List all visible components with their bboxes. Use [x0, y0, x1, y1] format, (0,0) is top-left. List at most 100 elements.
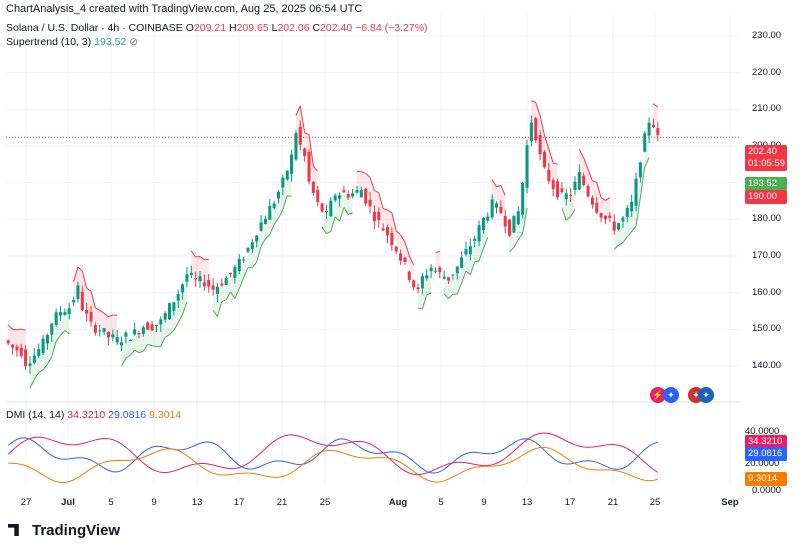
supertrend-up-line [138, 350, 144, 354]
candle-body [54, 312, 58, 325]
candle-body [407, 271, 411, 281]
supertrend-down-fill [653, 103, 658, 124]
time-tick: 13 [191, 497, 203, 508]
supertrend-down-fill [204, 259, 209, 282]
supertrend-down-line [539, 115, 545, 136]
candle-body [224, 277, 228, 285]
supertrend-up-line [465, 270, 471, 276]
candle-body [538, 134, 542, 155]
supertrend-down-fill [374, 190, 379, 216]
candle-body [133, 329, 137, 335]
supertrend-label: Supertrend (10, 3) [6, 36, 92, 48]
candle-body [246, 247, 250, 252]
eye-icon[interactable]: ⊘ [129, 36, 138, 48]
supertrend-up-line [426, 292, 432, 296]
candle-body [268, 205, 272, 220]
supertrend-down-fill [200, 256, 205, 282]
candle-body [612, 221, 616, 231]
price-tick: 170.00 [752, 250, 782, 261]
supertrend-down-fill [21, 329, 26, 352]
time-tick: 17 [233, 497, 245, 508]
price-tick: 180.00 [752, 213, 782, 225]
supertrend-up-fill [474, 237, 480, 263]
candle-body [285, 170, 289, 180]
supertrend-up-line [260, 238, 266, 247]
candle-body [521, 182, 525, 215]
supertrend-down-fill [588, 169, 593, 194]
supertrend-down-fill [300, 105, 305, 146]
candle-body [608, 215, 612, 219]
last-price: 202.40 [748, 146, 778, 157]
price-tick: 220.00 [752, 66, 782, 78]
supertrend-up-fill [125, 336, 131, 359]
supertrend-up-line [282, 195, 288, 211]
supertrend-down-line [435, 250, 440, 254]
candle-body [590, 197, 594, 205]
event-flag-icon-3[interactable]: ✦ [698, 387, 714, 403]
supertrend-up-fill [348, 193, 353, 215]
candle-body [656, 128, 660, 135]
candle-body [50, 323, 54, 335]
candle-body [468, 246, 472, 255]
candle-body [464, 249, 468, 255]
supertrend-down-fill [95, 307, 100, 328]
supertrend-up-fill [152, 325, 157, 347]
candle-body [477, 225, 481, 242]
supertrend-up-line [129, 349, 135, 356]
candle-body [577, 172, 581, 190]
price-tick: 210.00 [752, 103, 782, 115]
supertrend-down-fill [313, 166, 318, 194]
supertrend-up-line [169, 329, 175, 335]
supertrend-down-line [596, 182, 602, 198]
candle-body [412, 280, 416, 288]
candle-body [547, 169, 551, 182]
supertrend-down-line [190, 250, 197, 258]
supertrend-down-fill [99, 310, 105, 330]
supertrend-down-line [600, 197, 606, 201]
candle-body [220, 283, 224, 286]
supertrend-up-fill [160, 322, 166, 347]
candle-body [634, 178, 638, 206]
candle-body [6, 340, 10, 344]
supertrend-down-fill [112, 314, 118, 339]
supertrend-up-line [343, 207, 349, 215]
supertrend-down-fill [540, 115, 545, 157]
symbol-name: Solana / U.S. Dollar · 4h · COINBASE [6, 22, 183, 34]
supertrend-down-line [548, 148, 554, 164]
time-tick: 13 [521, 497, 533, 508]
supertrend-down-line [592, 180, 597, 184]
supertrend-up-line [513, 239, 519, 248]
supertrend-up-line [461, 270, 467, 284]
event-flag-icon[interactable]: ✦ [663, 387, 679, 403]
candle-body [28, 363, 32, 366]
candle-body [281, 177, 285, 188]
supertrend-up-line [273, 217, 279, 225]
supertrend-up-line [635, 197, 641, 227]
candle-body [93, 325, 97, 333]
supertrend-down-line [95, 307, 100, 311]
candle-body [494, 203, 499, 208]
supertrend-up-fill [64, 309, 70, 335]
event-lightning-icon[interactable]: ⚡ [650, 387, 666, 403]
supertrend-down-line [382, 208, 388, 211]
candle-body [573, 181, 577, 190]
candle-body [438, 267, 442, 273]
supertrend-up-fill [138, 329, 144, 353]
supertrend-up-line [29, 378, 35, 389]
supertrend-up-line [33, 372, 40, 380]
candle-body [115, 337, 119, 343]
candle-body [499, 206, 503, 214]
candle-body [290, 154, 294, 174]
dmi-adx-line [7, 432, 659, 476]
candle-body [141, 327, 145, 335]
supertrend-up-fill [47, 333, 52, 365]
supertrend-down-fill [583, 157, 589, 185]
candle-body [551, 180, 555, 190]
tradingview-logo[interactable]: TradingView [8, 522, 120, 539]
supertrend-down-fill [435, 251, 440, 271]
supertrend-up-fill [422, 278, 427, 310]
supertrend-up-line [469, 261, 476, 275]
candle-body [259, 222, 263, 231]
candle-body [503, 216, 507, 227]
